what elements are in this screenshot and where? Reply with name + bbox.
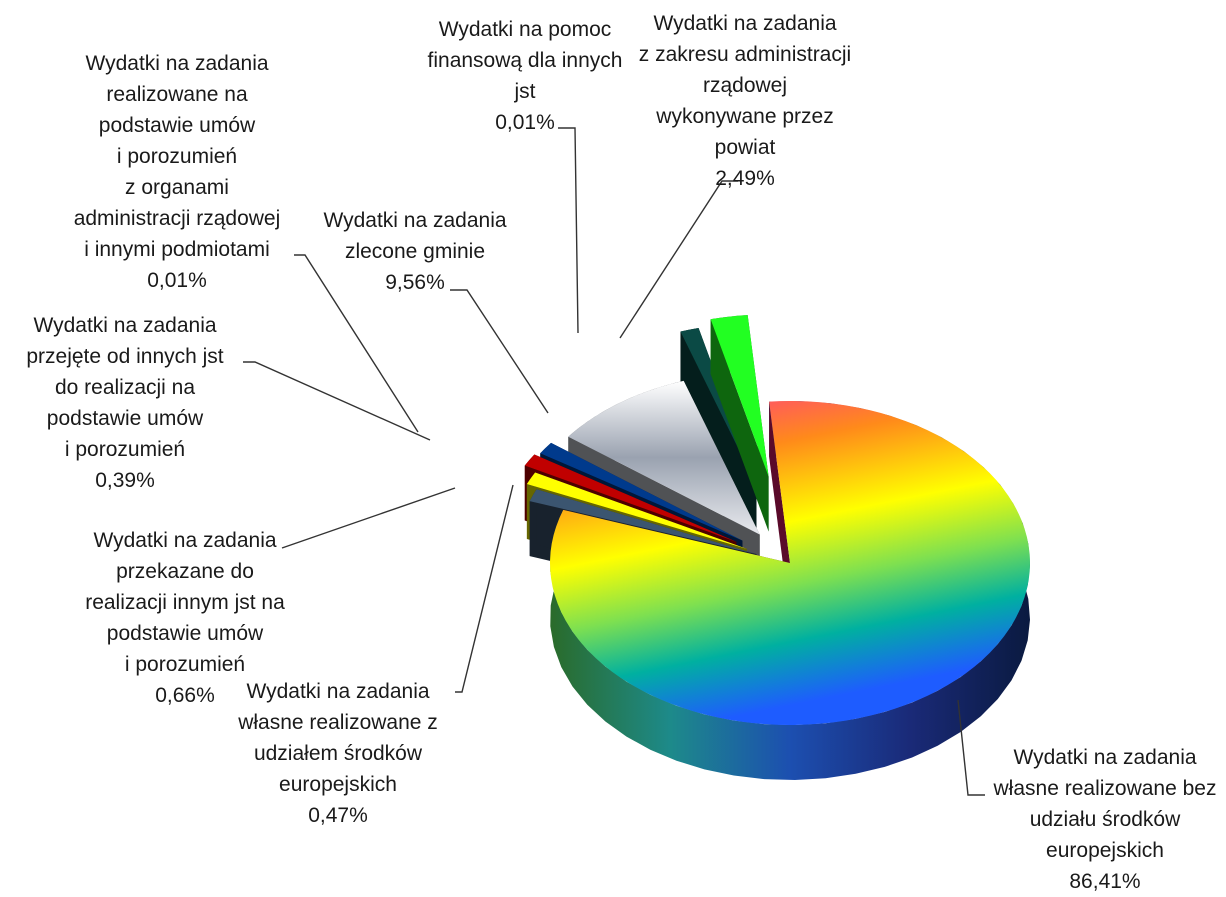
label-pomoc-finansowa: Wydatki na pomoc finansową dla innych js…	[410, 14, 640, 138]
leader-line	[450, 289, 549, 414]
label-line: Wydatki na zadania	[246, 680, 430, 703]
label-line: powiat	[714, 136, 776, 159]
label-line: Wydatki na zadania	[323, 209, 507, 232]
pie-slice-wlasne_bez_ue	[550, 401, 1030, 780]
label-line: administracji rządowej	[73, 207, 281, 230]
label-zlecone-gminie: Wydatki na zadania zlecone gminie 9,56%	[300, 205, 530, 298]
label-line: własne realizowane z	[238, 711, 438, 734]
label-line: Wydatki na zadania	[653, 12, 837, 35]
leader-line	[243, 361, 431, 441]
label-line: zlecone gminie	[344, 240, 486, 263]
label-pct: 2,49%	[715, 167, 775, 190]
label-pct: 0,47%	[308, 804, 368, 827]
label-pct: 86,41%	[1069, 870, 1141, 893]
label-pct: 0,66%	[155, 684, 215, 707]
label-line: podstawie umów	[106, 622, 264, 645]
pie-slice-adm_rzadowa_powiat	[710, 315, 769, 532]
label-adm-rzadowa-powiat: Wydatki na zadania z zakresu administrac…	[620, 8, 870, 194]
label-line: Wydatki na pomoc	[438, 18, 612, 41]
label-line: i porozumień	[116, 145, 238, 168]
label-pct: 0,01%	[147, 269, 207, 292]
label-line: rządowej	[702, 74, 788, 97]
label-line: wykonywane przez	[656, 105, 834, 128]
label-line: finansową dla innych	[427, 49, 623, 72]
label-line: realizowane na	[106, 83, 248, 106]
label-line: Wydatki na zadania	[1013, 746, 1197, 769]
label-line: Wydatki na zadania	[93, 529, 277, 552]
label-line: do realizacji na	[54, 376, 196, 399]
leader-line	[455, 484, 514, 693]
label-pct: 9,56%	[385, 271, 445, 294]
label-przejete: Wydatki na zadania przejęte od innych js…	[0, 310, 250, 496]
label-line: przekazane do	[116, 560, 254, 583]
label-line: i porozumień	[124, 653, 246, 676]
label-line: z zakresu administracji	[638, 43, 852, 66]
leader-line	[619, 180, 738, 339]
label-line: europejskich	[1046, 839, 1164, 862]
label-line: udziału środków	[1029, 808, 1181, 831]
label-umowy-adm-rzad: Wydatki na zadania realizowane na podsta…	[42, 48, 312, 296]
label-line: udziałem środków	[253, 742, 423, 765]
leader-line	[558, 127, 579, 334]
leader-line	[294, 254, 419, 433]
label-line: i porozumień	[64, 438, 186, 461]
label-line: z organami	[125, 176, 229, 199]
label-line: podstawie umów	[98, 114, 256, 137]
label-line: własne realizowane bez	[993, 777, 1217, 800]
label-wlasne-z-ue: Wydatki na zadania własne realizowane z …	[218, 676, 458, 831]
label-line: Wydatki na zadania	[33, 314, 217, 337]
label-line: podstawie umów	[46, 407, 204, 430]
label-line: Wydatki na zadania	[85, 52, 269, 75]
label-line: jst	[514, 80, 536, 103]
label-pct: 0,01%	[495, 111, 555, 134]
label-line: przejęte od innych jst	[26, 345, 224, 368]
label-wlasne-bez-ue: Wydatki na zadania własne realizowane be…	[985, 742, 1225, 897]
label-przekazane: Wydatki na zadania przekazane do realiza…	[55, 525, 315, 711]
leader-line	[957, 699, 985, 796]
leader-line	[281, 487, 456, 549]
label-line: realizacji innym jst na	[85, 591, 285, 614]
label-pct: 0,39%	[95, 469, 155, 492]
label-line: i innymi podmiotami	[84, 238, 270, 261]
label-line: europejskich	[279, 773, 397, 796]
